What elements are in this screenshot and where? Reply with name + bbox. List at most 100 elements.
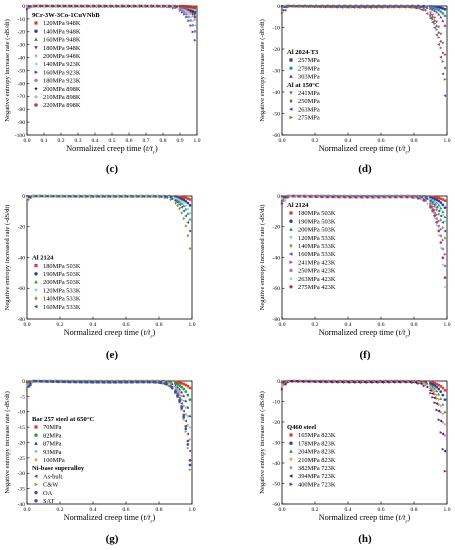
legend-item-label: OA [43, 490, 53, 497]
data-point [126, 4, 130, 8]
data-point [188, 459, 192, 462]
data-point [433, 16, 437, 20]
data-point [443, 14, 447, 18]
data-point [435, 196, 438, 199]
data-point [186, 212, 190, 215]
data-point [437, 203, 441, 207]
panel-caption: (c) [106, 163, 119, 175]
data-point [407, 380, 410, 384]
data-point [437, 205, 441, 209]
legend-item-label: 140MPa 533K [43, 296, 81, 303]
data-point [439, 234, 443, 238]
data-point [401, 380, 405, 384]
data-point [31, 380, 35, 384]
data-point [70, 195, 74, 198]
data-point [108, 195, 111, 198]
legend-item-label: 241MPa 423K [298, 259, 336, 266]
data-point [48, 194, 52, 198]
data-point [437, 209, 440, 213]
data-point [176, 388, 179, 391]
data-point [283, 382, 287, 386]
y-tick-label: -20 [18, 440, 26, 446]
legend-title: Ni-base superalloy [32, 465, 85, 472]
data-series [282, 4, 447, 70]
data-point [431, 199, 434, 203]
data-point [103, 4, 107, 8]
data-point [186, 234, 190, 238]
data-point [184, 196, 188, 200]
data-point [320, 195, 324, 199]
data-point [180, 5, 184, 8]
data-point [441, 402, 445, 406]
data-point [288, 4, 291, 8]
legend-item-label: 140MPa 923K [43, 61, 81, 68]
y-tick-label: -60 [18, 81, 26, 87]
data-point [380, 195, 384, 199]
legend-item-label: 93MPa [43, 449, 62, 456]
data-point [435, 402, 438, 405]
data-point [305, 4, 308, 9]
data-point [184, 207, 188, 211]
data-point [280, 11, 284, 15]
data-point [56, 4, 60, 8]
data-point [399, 195, 403, 199]
data-point [193, 14, 197, 17]
data-point [45, 380, 49, 383]
data-point [433, 214, 437, 217]
data-point [433, 5, 436, 9]
data-point [38, 194, 42, 198]
data-point [431, 15, 434, 19]
data-point [68, 380, 72, 384]
data-point [128, 4, 132, 8]
legend-item-label: SAT [43, 498, 54, 505]
legend-item-label: 178MPa 823K [298, 440, 336, 447]
x-tick-label: 0.6 [123, 507, 130, 513]
data-point [437, 212, 441, 216]
data-point [437, 402, 441, 406]
data-point [180, 381, 183, 385]
data-point [133, 195, 137, 198]
data-point [153, 195, 157, 198]
data-point [282, 8, 285, 12]
data-point [96, 195, 100, 198]
data-point [297, 4, 301, 8]
data-point [407, 5, 410, 9]
data-point [193, 30, 197, 33]
y-tick-label: -30 [273, 68, 281, 74]
data-point [167, 195, 171, 199]
data-point [97, 4, 101, 8]
data-point [63, 380, 66, 384]
legend-item-label: 100MPa [43, 457, 65, 464]
data-point [437, 409, 440, 413]
data-point [439, 39, 443, 44]
data-point [145, 4, 149, 8]
legend-marker [34, 94, 38, 99]
data-point [366, 381, 369, 384]
data-point [443, 236, 447, 240]
data-point [433, 216, 437, 220]
data-point [334, 5, 338, 9]
data-point [317, 5, 321, 9]
chart-panel: 0 -5 -10 -15 -20 -25 -30 -35 -400.0 0.2 0.4 0.6 0.8 1… [4, 379, 196, 545]
x-tick-label: 1.0 [444, 322, 451, 328]
data-point [283, 196, 287, 200]
data-point [182, 417, 186, 421]
data-point [422, 198, 426, 202]
data-point [156, 195, 159, 198]
x-tick-label: 0.6 [126, 138, 133, 144]
data-point [161, 4, 165, 8]
data-point [288, 379, 291, 383]
data-point [182, 196, 186, 199]
y-tick-label: -60 [273, 133, 281, 139]
legend-marker [289, 58, 293, 62]
data-point [300, 194, 304, 198]
data-point [187, 10, 190, 14]
data-point [182, 198, 186, 202]
data-point [357, 5, 361, 9]
data-point [69, 4, 73, 8]
y-tick-label: -20 [18, 225, 26, 231]
data-point [348, 380, 352, 384]
data-point [431, 205, 435, 208]
x-tick-label: 1.0 [194, 138, 201, 144]
data-point [34, 379, 38, 383]
